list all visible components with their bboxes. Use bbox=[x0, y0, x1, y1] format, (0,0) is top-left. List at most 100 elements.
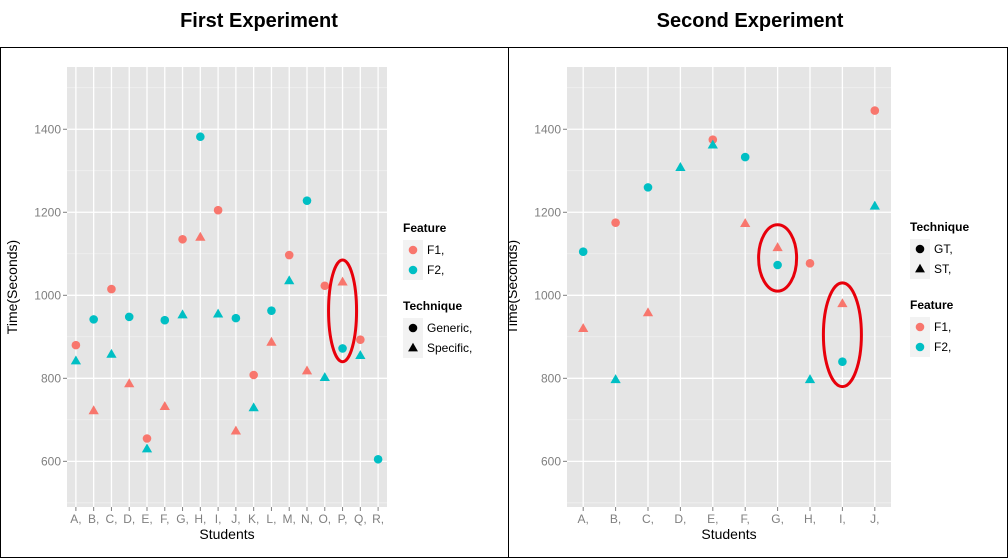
data-point-triangle bbox=[177, 309, 188, 319]
legend-key-circle bbox=[408, 245, 418, 255]
legend-key-circle bbox=[408, 323, 418, 333]
data-point-triangle bbox=[804, 374, 816, 384]
data-point-triangle bbox=[212, 308, 224, 318]
data-point-circle bbox=[231, 313, 241, 323]
x-tick-label: G, bbox=[176, 512, 189, 526]
data-point-circle bbox=[356, 335, 365, 345]
x-tick-label: A, bbox=[578, 512, 589, 526]
data-point-circle bbox=[160, 315, 170, 325]
data-point-triangle bbox=[740, 218, 751, 228]
data-point-circle bbox=[284, 250, 294, 260]
x-tick-label: I, bbox=[839, 512, 846, 526]
data-point-triangle bbox=[284, 275, 295, 285]
data-point-circle bbox=[302, 196, 312, 205]
data-point-circle bbox=[805, 259, 815, 268]
highlight-ellipse bbox=[757, 223, 799, 293]
data-point-triangle bbox=[88, 405, 99, 415]
scatter-chart-first-experiment: 600 800 1000 1200 1400 A, B, C, D, E, F, G, H, I, J, K,… bbox=[4, 67, 472, 542]
x-tick-label: M, bbox=[283, 512, 296, 526]
data-point-triangle bbox=[578, 323, 589, 333]
legend-entry-label: GT, bbox=[934, 242, 953, 256]
x-tick-label: D, bbox=[123, 512, 135, 526]
data-point-triangle bbox=[248, 402, 259, 412]
data-point-triangle bbox=[230, 425, 242, 435]
x-tick-label: E, bbox=[141, 512, 152, 526]
data-point-triangle bbox=[70, 355, 82, 365]
y-tick-label: 1000 bbox=[34, 288, 61, 302]
x-tick-label: J, bbox=[870, 512, 879, 526]
legend-key-circle bbox=[915, 322, 925, 332]
x-tick-label: H, bbox=[194, 512, 206, 526]
data-point-circle bbox=[773, 260, 782, 270]
x-tick-label: E, bbox=[707, 512, 718, 526]
data-point-circle bbox=[643, 183, 653, 192]
chart-title-second-experiment: Second Experiment bbox=[656, 10, 844, 32]
plot-background bbox=[67, 67, 387, 507]
legend-title: Feature bbox=[403, 221, 447, 235]
data-point-circle bbox=[71, 340, 81, 350]
data-point-circle bbox=[870, 106, 880, 115]
data-point-circle bbox=[213, 205, 223, 215]
legend-entry-label: Generic, bbox=[427, 321, 472, 335]
x-tick-label: N, bbox=[301, 512, 313, 526]
legend-entry-label: F2, bbox=[934, 340, 951, 354]
data-point-triangle bbox=[610, 374, 621, 384]
x-tick-label: A, bbox=[70, 512, 81, 526]
x-tick-label: F, bbox=[741, 512, 750, 526]
highlight-ellipse bbox=[821, 281, 863, 389]
y-tick-label: 600 bbox=[41, 454, 61, 468]
legend-entry-label: Specific, bbox=[427, 341, 472, 355]
data-point-triangle bbox=[106, 348, 117, 358]
data-point-circle bbox=[249, 370, 258, 380]
legend-key-triangle bbox=[915, 263, 925, 273]
data-point-triangle bbox=[772, 242, 783, 252]
x-tick-label: H, bbox=[804, 512, 816, 526]
y-tick-label: 600 bbox=[541, 454, 561, 468]
legend-entry-label: F2, bbox=[427, 263, 444, 277]
y-axis-label: Time(Seconds) bbox=[4, 240, 20, 334]
x-tick-label: K, bbox=[248, 512, 259, 526]
legend-key-circle bbox=[915, 342, 925, 352]
y-tick-label: 1000 bbox=[534, 288, 561, 302]
data-point-circle bbox=[578, 247, 588, 257]
legend-key-circle bbox=[408, 265, 418, 275]
highlight-ellipse bbox=[327, 258, 359, 364]
x-tick-label: Q, bbox=[354, 512, 367, 526]
data-point-circle bbox=[107, 284, 116, 294]
data-point-circle bbox=[89, 315, 98, 324]
x-tick-label: F, bbox=[160, 512, 169, 526]
scatter-chart-second-experiment: 600 800 1000 1200 1400 A, B, C, D, E, F, G, H, I, J, St… bbox=[509, 67, 969, 542]
data-point-triangle bbox=[707, 139, 718, 149]
x-tick-label: C, bbox=[105, 512, 117, 526]
x-tick-label: C, bbox=[642, 512, 654, 526]
data-point-triangle bbox=[195, 231, 206, 241]
y-tick-label: 800 bbox=[41, 371, 61, 385]
x-tick-label: B, bbox=[610, 512, 621, 526]
x-axis-label: Students bbox=[701, 526, 756, 542]
y-tick-label: 1400 bbox=[534, 122, 561, 136]
data-point-triangle bbox=[266, 336, 277, 346]
legend-title: Feature bbox=[910, 298, 954, 312]
y-axis-label: Time(Seconds) bbox=[509, 240, 520, 334]
chart-title-first-experiment: First Experiment bbox=[180, 10, 338, 32]
data-point-triangle bbox=[355, 350, 366, 360]
chart-panel-first-experiment: 600 800 1000 1200 1400 A, B, C, D, E, F, G, H, I, J, K,… bbox=[0, 47, 509, 558]
data-point-circle bbox=[196, 132, 205, 142]
data-point-triangle bbox=[159, 401, 170, 411]
data-point-triangle bbox=[869, 200, 880, 210]
x-tick-label: J, bbox=[231, 512, 240, 526]
y-tick-label: 800 bbox=[541, 371, 561, 385]
x-tick-label: O, bbox=[318, 512, 331, 526]
x-tick-label: L, bbox=[266, 512, 276, 526]
legend-key-triangle bbox=[408, 342, 418, 352]
x-tick-label: G, bbox=[771, 512, 784, 526]
y-tick-label: 1200 bbox=[34, 205, 61, 219]
y-tick-label: 1200 bbox=[534, 205, 561, 219]
y-tick-label: 1400 bbox=[34, 122, 61, 136]
data-point-triangle bbox=[319, 372, 330, 382]
legend-title: Technique bbox=[403, 299, 462, 313]
legend-entry-label: ST, bbox=[934, 262, 951, 276]
legend-title: Technique bbox=[910, 220, 969, 234]
data-point-circle bbox=[338, 344, 347, 353]
data-point-triangle bbox=[642, 307, 654, 317]
